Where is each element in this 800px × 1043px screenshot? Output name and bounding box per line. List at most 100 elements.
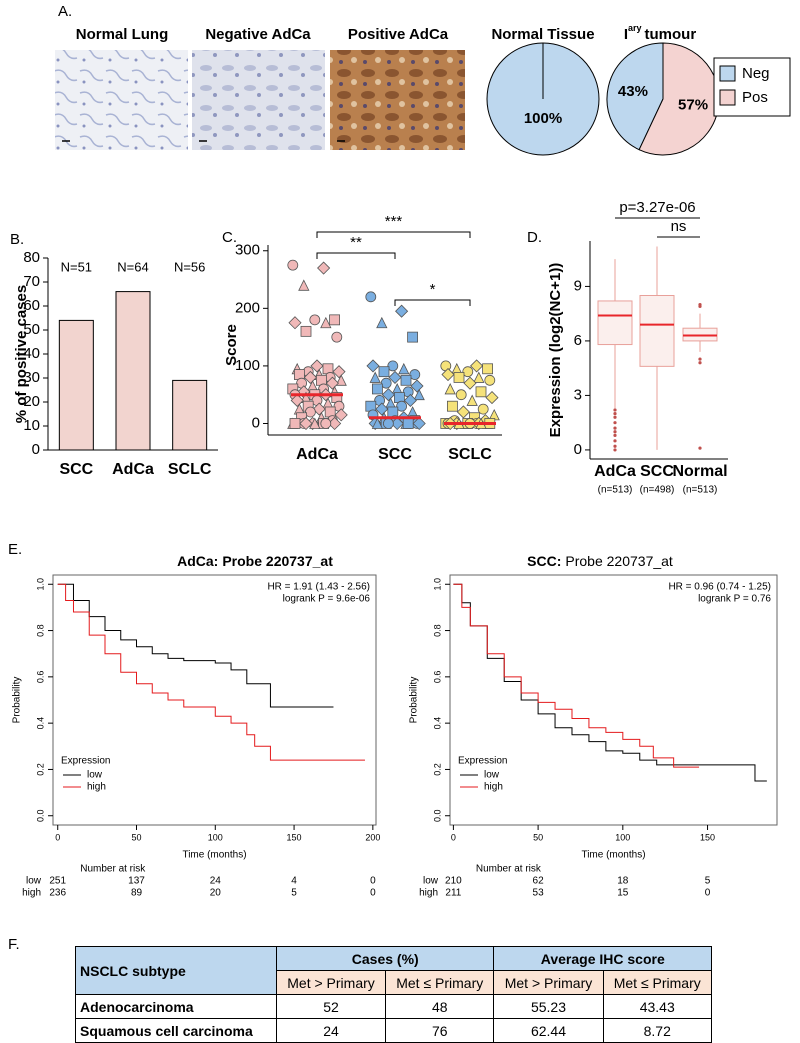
title-part: I (624, 26, 628, 43)
y-tick-label: 60 (23, 297, 40, 314)
point (380, 377, 392, 389)
outlier (613, 426, 617, 430)
legend-label: Pos (742, 89, 768, 106)
y-tick-label: 6 (574, 332, 582, 349)
outlier (698, 304, 702, 308)
point (409, 369, 421, 380)
point (463, 376, 477, 390)
legend-label: high (87, 782, 106, 793)
risk-count: 0 (370, 876, 376, 887)
point (288, 316, 302, 330)
table-cell: 8.72 (602, 1018, 712, 1043)
risk-count: 137 (128, 876, 145, 887)
x-tick-label: SCC (59, 461, 93, 478)
x-tick-label: SCLC (168, 461, 212, 478)
y-tick-label: 50 (23, 321, 40, 338)
outlier (613, 411, 617, 416)
risk-count: 62 (533, 876, 545, 887)
legend-label: high (484, 782, 503, 793)
outlier (613, 439, 617, 443)
outlier (613, 444, 617, 448)
y-tick-label: 30 (23, 369, 40, 386)
point (334, 408, 348, 422)
y-tick-label: 200 (235, 299, 260, 316)
n-label: (n=513) (683, 485, 718, 496)
point (412, 416, 426, 431)
table-subheader: Met ≤ Primary (385, 970, 495, 995)
point (303, 370, 317, 384)
table-cell: 62.44 (493, 1018, 604, 1043)
title-part: Probe 220737_at (222, 553, 333, 569)
chart-title: Normal Tissue (491, 26, 594, 43)
n-label: (n=513) (598, 485, 633, 496)
outlier (698, 357, 702, 361)
point (446, 400, 458, 412)
risk-count: 211 (445, 888, 461, 899)
point (466, 394, 478, 406)
micrograph-title: Positive AdCa (348, 26, 449, 43)
outlier (613, 408, 617, 412)
point (369, 371, 381, 383)
point (320, 418, 332, 429)
point (455, 389, 467, 401)
y-axis-label: % of positive cases (13, 285, 30, 423)
table-cell: 24 (275, 1018, 387, 1043)
point (299, 416, 313, 431)
point (371, 417, 384, 429)
point (387, 360, 399, 372)
y-tick-label: 0.8 (432, 624, 442, 637)
y-tick-label: 0.0 (432, 809, 442, 822)
y-tick-label: 40 (23, 345, 40, 362)
risk-count: 0 (705, 888, 711, 899)
y-tick-label: 10 (23, 417, 40, 434)
plot-frame (449, 574, 778, 826)
risk-count: 53 (533, 888, 545, 899)
point (287, 259, 299, 271)
point (335, 374, 347, 386)
y-tick-label: 3 (574, 386, 582, 403)
table-cell: Adenocarcinoma (75, 994, 277, 1019)
chart-title: Iary tumour (624, 23, 697, 43)
point (298, 279, 310, 291)
panel-label: A. (58, 3, 72, 20)
outlier (613, 421, 617, 425)
title-part: ary (628, 23, 642, 33)
point (402, 418, 414, 429)
y-tick-label: 0 (574, 441, 582, 458)
box (639, 295, 675, 367)
point (332, 365, 346, 379)
outlier (613, 433, 617, 437)
panel-label: C. (222, 229, 237, 246)
point (407, 331, 419, 343)
y-tick-label: 0.2 (432, 763, 442, 776)
point (485, 391, 499, 405)
x-tick-label: 100 (208, 832, 223, 842)
title-part: tumour (645, 26, 697, 43)
panel-label: B. (10, 231, 24, 248)
x-tick-label: 50 (131, 832, 141, 842)
annotation: HR = 1.91 (1.43 - 2.56) (267, 582, 370, 593)
outlier (698, 361, 702, 365)
x-tick-label: 0 (55, 832, 60, 842)
pie-label: 43% (618, 83, 648, 100)
box (597, 300, 633, 346)
bar (115, 291, 151, 451)
micrograph (55, 50, 188, 150)
x-axis-label: Time (months) (182, 850, 246, 861)
risk-count: 15 (617, 888, 629, 899)
significance-bracket (316, 231, 471, 238)
survival-curve (453, 583, 767, 782)
micrograph-title: Negative AdCa (205, 26, 311, 43)
significance-label: p=3.27e-06 (619, 199, 695, 216)
annotation: N=51 (61, 259, 92, 274)
significance-label: ** (350, 234, 362, 251)
table-header: Average IHC score (493, 946, 712, 971)
point (381, 388, 395, 402)
y-tick-label: 80 (23, 249, 40, 266)
x-tick-label: 200 (365, 832, 380, 842)
annotation: N=56 (174, 259, 205, 274)
y-tick-label: 0.8 (35, 624, 45, 637)
point (413, 388, 425, 401)
x-tick-label: AdCa (594, 463, 636, 480)
